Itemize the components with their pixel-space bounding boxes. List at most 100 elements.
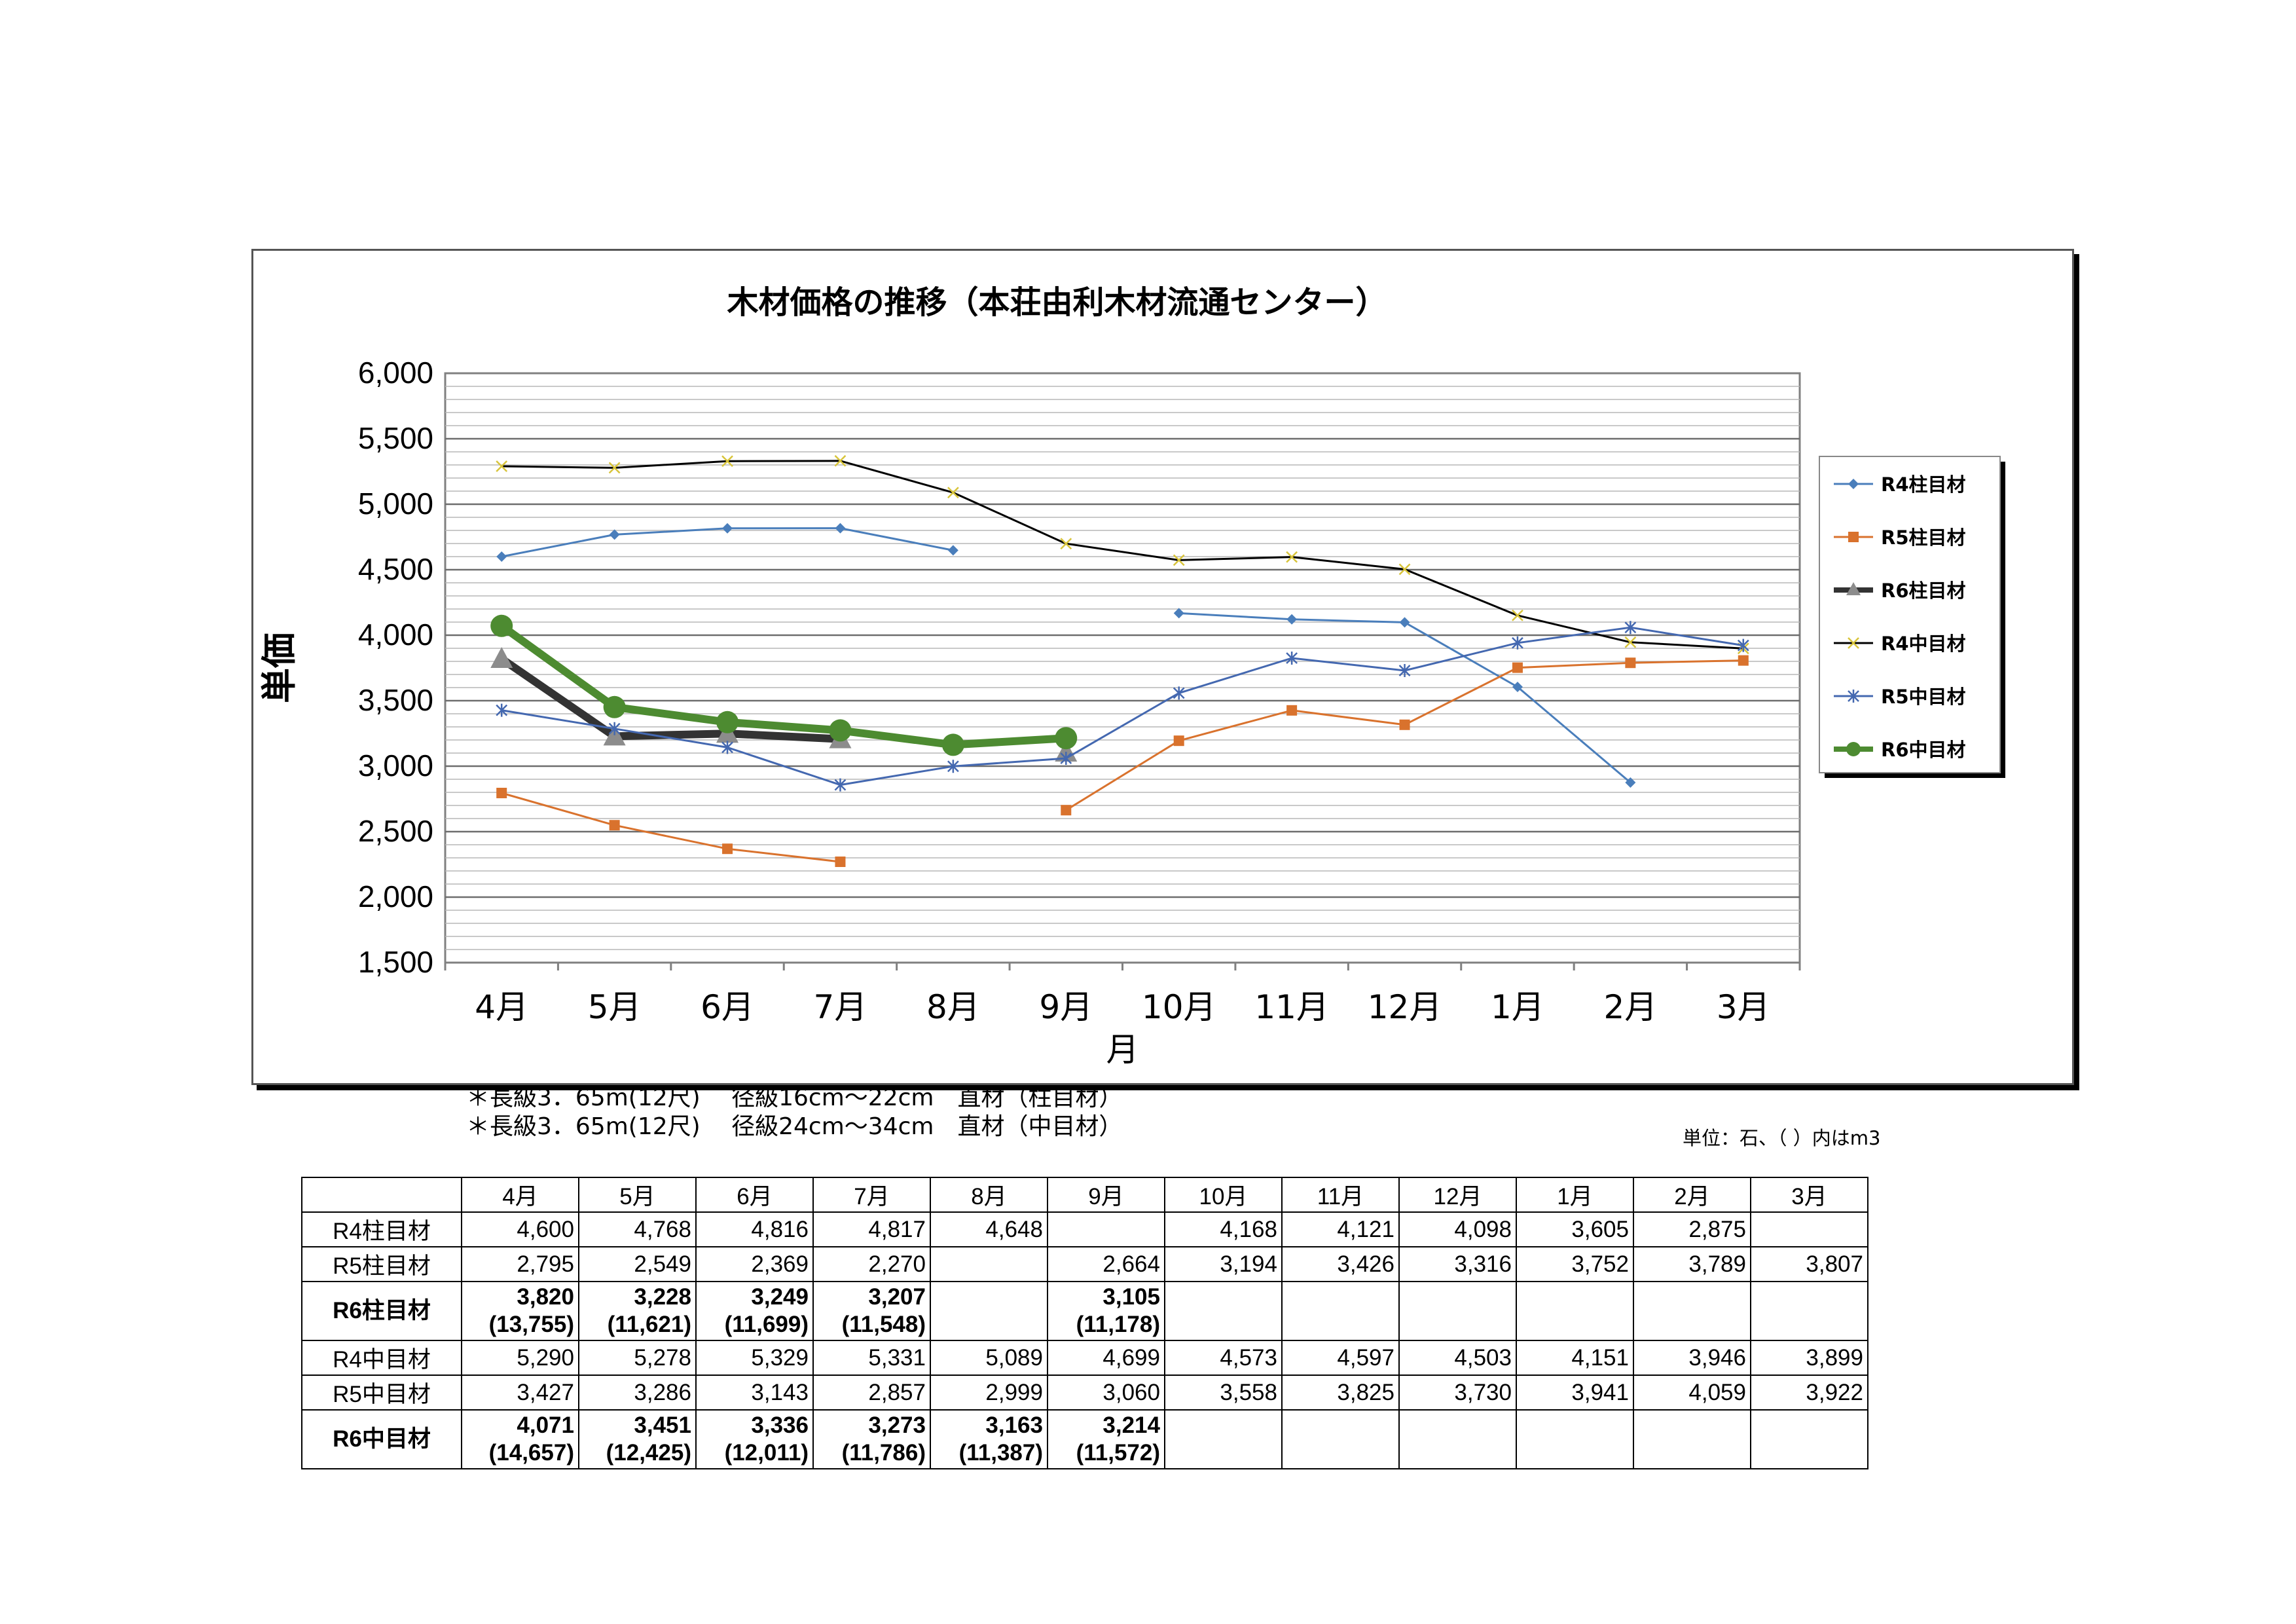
table-cell [1281, 1409, 1400, 1469]
table-cell: 3,228 (11,621) [578, 1281, 697, 1341]
data-point-R5中目材 [496, 703, 508, 717]
table-col-header: 9月 [1047, 1177, 1165, 1213]
table-cell: 4,573 [1164, 1340, 1283, 1376]
table-cell: 4,699 [1047, 1340, 1165, 1376]
legend-label: R5中目材 [1881, 686, 1966, 708]
table-cell: 3,789 [1633, 1246, 1751, 1282]
data-point-R5柱目材 [1061, 805, 1072, 816]
table-cell: 3,336 (12,011) [695, 1409, 814, 1469]
table-cell [1398, 1281, 1517, 1341]
data-point-R5中目材 [1737, 638, 1749, 652]
table-cell: 4,503 [1398, 1340, 1517, 1376]
table-cell: 4,600 [461, 1211, 579, 1247]
table-cell: 3,143 [695, 1375, 814, 1411]
x-tick-label: 1月 [1491, 988, 1544, 1026]
table-cell: 3,163 (11,387) [930, 1409, 1048, 1469]
table-cell [1750, 1281, 1868, 1341]
table-cell [1516, 1409, 1634, 1469]
x-tick-label: 5月 [588, 988, 642, 1026]
table-row-label: R4柱目材 [301, 1211, 462, 1247]
table-cell: 2,857 [812, 1375, 931, 1411]
x-axis-label: 月 [1106, 1031, 1139, 1069]
data-point-R6柱目材 [490, 647, 513, 668]
table-col-header: 4月 [461, 1177, 579, 1213]
data-point-R5中目材 [1624, 621, 1637, 635]
data-point-R4中目材 [496, 460, 508, 472]
table-cell: 3,922 [1750, 1375, 1868, 1411]
data-point-R4柱目材 [835, 523, 846, 534]
data-point-R5中目材 [608, 722, 621, 735]
legend-label: R4中目材 [1881, 633, 1966, 655]
table-cell: 4,121 [1281, 1211, 1400, 1247]
y-tick-label: 1,500 [358, 945, 433, 979]
y-tick-label: 3,500 [358, 683, 433, 717]
data-point-R4柱目材 [1286, 614, 1298, 625]
table-cell: 3,316 [1398, 1246, 1517, 1282]
data-point-R5中目材 [1512, 636, 1523, 650]
legend-label: R5柱目材 [1881, 526, 1966, 549]
data-point-R4柱目材 [947, 545, 958, 556]
x-tick-label: 10月 [1142, 988, 1216, 1026]
y-tick-label: 6,000 [358, 356, 433, 390]
data-point-R4柱目材 [1512, 682, 1523, 692]
y-tick-label: 5,000 [358, 487, 433, 521]
note-medium-spec: ＊長級3．65m(12尺) 径級24cm～34cm 直材（中目材） [466, 1113, 1123, 1140]
data-point-R5中目材 [947, 760, 959, 773]
table-cell: 2,664 [1047, 1246, 1165, 1282]
data-point-R5柱目材 [722, 843, 733, 855]
table-cell [1750, 1211, 1868, 1247]
table-cell: 4,768 [578, 1211, 697, 1247]
legend-label: R6柱目材 [1881, 580, 1966, 602]
data-point-R5中目材 [1286, 652, 1298, 665]
table-col-header: 7月 [812, 1177, 931, 1213]
table-row-label: R4中目材 [301, 1340, 462, 1376]
table-cell: 3,820 (13,755) [461, 1281, 579, 1341]
data-point-R4柱目材 [722, 523, 733, 534]
table-cell: 4,648 [930, 1211, 1048, 1247]
data-point-R4柱目材 [609, 529, 620, 540]
table-cell: 3,807 [1750, 1246, 1868, 1282]
x-tick-label: 11月 [1254, 988, 1329, 1026]
data-point-R5柱目材 [835, 857, 846, 867]
table-cell: 5,329 [695, 1340, 814, 1376]
x-tick-label: 6月 [701, 988, 754, 1026]
table-cell: 3,214 (11,572) [1047, 1409, 1165, 1469]
data-point-R4中目材 [608, 462, 621, 474]
legend-marker [1848, 637, 1859, 649]
table-cell: 4,817 [812, 1211, 931, 1247]
table-cell: 2,270 [812, 1246, 931, 1282]
table-col-header: 5月 [578, 1177, 697, 1213]
y-tick-label: 3,000 [358, 748, 433, 783]
data-point-R4中目材 [1398, 563, 1411, 576]
table-cell: 3,825 [1281, 1375, 1400, 1411]
table-cell-m3: (11,699) [724, 1312, 809, 1337]
legend-marker [1846, 742, 1861, 756]
table-cell: 3,941 [1516, 1375, 1634, 1411]
table-cell: 5,278 [578, 1340, 697, 1376]
table-row: R6柱目材 3,820 (13,755) 3,228 (11,621) 3,249 (11,… [301, 1281, 1868, 1341]
table-cell: 3,558 [1164, 1375, 1283, 1411]
y-tick-label: 2,500 [358, 814, 433, 848]
unit-note: 単位：石、（ ）内はm3 [1683, 1127, 1881, 1149]
legend [1819, 456, 2001, 773]
legend-label: R4柱目材 [1881, 473, 1966, 496]
table-cell: 3,286 [578, 1375, 697, 1411]
table-cell: 3,105 (11,178) [1047, 1281, 1165, 1341]
table-cell [1750, 1409, 1868, 1469]
data-point-R4中目材 [947, 487, 959, 499]
table-cell: 3,427 [461, 1375, 579, 1411]
table-cell: 3,194 [1164, 1246, 1283, 1282]
x-tick-label: 9月 [1039, 988, 1093, 1026]
data-point-R6中目材 [829, 719, 852, 742]
y-tick-label: 4,000 [358, 618, 433, 652]
table-cell: 3,730 [1398, 1375, 1517, 1411]
data-point-R5中目材 [1173, 686, 1185, 700]
table-row: R4柱目材 4,600 4,768 4,816 4,817 4,648 4,168 4,121… [301, 1211, 1868, 1247]
x-tick-label: 3月 [1717, 988, 1770, 1026]
x-tick-label: 2月 [1603, 988, 1657, 1026]
legend-marker [1848, 479, 1859, 489]
data-point-R5中目材 [1060, 752, 1072, 765]
data-point-R4中目材 [1286, 551, 1298, 563]
data-point-R6中目材 [941, 733, 964, 756]
data-point-R5柱目材 [496, 788, 507, 798]
